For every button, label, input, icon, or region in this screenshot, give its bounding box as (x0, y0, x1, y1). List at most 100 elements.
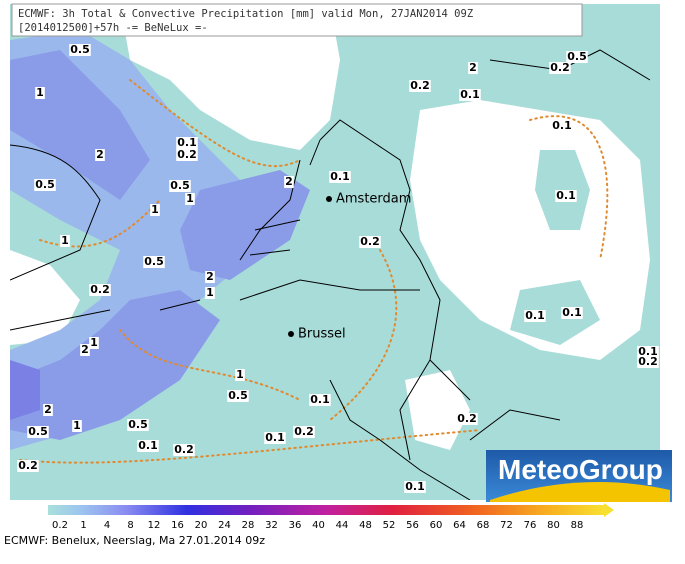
contour-label-bg (359, 236, 381, 248)
colorbar-label: 44 (336, 520, 349, 531)
contour-label: 0.2 (638, 355, 658, 368)
contour-label-bg (143, 256, 165, 268)
contour-label-bg (205, 271, 215, 283)
contour-label: 0.2 (90, 283, 110, 296)
contour-label-bg (43, 404, 53, 416)
contour-label: 2 (81, 343, 89, 356)
colorbar-label: 28 (242, 520, 255, 531)
contour-label-bg (34, 179, 56, 191)
colorbar-label: 52 (383, 520, 396, 531)
contour-label-bg (27, 426, 49, 438)
city-label: Brussel (298, 327, 346, 342)
contour-label-bg (561, 307, 583, 319)
contour-label-bg (637, 356, 659, 368)
contour-label: 0.1 (556, 189, 576, 202)
contour-label-bg (173, 444, 195, 456)
colorbar-label: 8 (127, 520, 133, 531)
contour-label: 0.1 (460, 88, 480, 101)
colorbar-label: 80 (547, 520, 560, 531)
colorbar-label: 76 (524, 520, 537, 531)
contour-label: 0.5 (70, 43, 90, 56)
contour-label: 0.2 (294, 425, 314, 438)
contour-label-bg (169, 180, 191, 192)
colorbar-label: 48 (359, 520, 372, 531)
contour-label: 2 (206, 270, 214, 283)
contour-label-bg (176, 149, 198, 161)
contour-label: 0.5 (28, 425, 48, 438)
contour-label: 0.2 (18, 459, 38, 472)
colorbar-labels: 0.2 1 4 8 12 16 20 24 28 32 36 40 44 48 52 56 60 64 68 72 76… (52, 520, 583, 531)
contour-label-bg (566, 51, 588, 63)
colorbar-label: 56 (406, 520, 419, 531)
contour-label: 0.2 (174, 443, 194, 456)
header-subtitle: [2014012500]+57h -= BeNeLux =- (18, 22, 208, 34)
contour-label-bg (72, 420, 82, 432)
contour-label: 1 (151, 203, 159, 216)
contour-label-bg (309, 394, 331, 406)
header-box (11, 3, 583, 37)
contour-label: 1 (61, 234, 69, 247)
colorbar-label: 88 (571, 520, 584, 531)
colorbar-label: 40 (312, 520, 325, 531)
contour-label: 0.1 (310, 393, 330, 406)
colorbar-label: 1 (80, 520, 86, 531)
logo: MeteoGroup (486, 450, 672, 502)
colorbar-label: 20 (195, 520, 208, 531)
colorbar-label: 68 (477, 520, 490, 531)
contour-label: 0.1 (552, 119, 572, 132)
colorbar-label: 72 (500, 520, 513, 531)
colorbar-label: 60 (430, 520, 443, 531)
contour-label-bg (264, 432, 286, 444)
contour-label: 2 (285, 175, 293, 188)
contour-label-bg (549, 62, 571, 74)
contour-label: 1 (236, 368, 244, 381)
contour-label-bg (524, 310, 546, 322)
contour-label-bg (89, 284, 111, 296)
contour-label-bg (150, 204, 160, 216)
colorbar (48, 505, 604, 515)
contour-label: 1 (36, 86, 44, 99)
contour-label: 0.5 (567, 50, 587, 63)
colorbar-label: 24 (218, 520, 231, 531)
colorbar-label: 36 (289, 520, 302, 531)
contour-label-bg (329, 171, 351, 183)
contour-label-bg (205, 287, 215, 299)
contour-label-bg (137, 440, 159, 452)
contour-label-bg (555, 190, 577, 202)
contour-label-bg (60, 235, 70, 247)
contour-label-bg (227, 390, 249, 402)
contour-label: 0.2 (457, 412, 477, 425)
contour-label: 1 (206, 286, 214, 299)
contour-label: 0.1 (525, 309, 545, 322)
logo-text: MeteoGroup (498, 454, 663, 485)
contour-label: 0.5 (35, 178, 55, 191)
contour-label: 0.1 (177, 136, 197, 149)
contour-label: 0.1 (562, 306, 582, 319)
contour-label: 0.2 (360, 235, 380, 248)
contour-label-bg (235, 369, 245, 381)
colorbar-arrow (604, 503, 614, 517)
contour-label-bg (127, 419, 149, 431)
contour-label: 1 (186, 192, 194, 205)
contour-label-bg (89, 337, 99, 349)
city-label: Amsterdam (336, 192, 411, 207)
contour-label-bg (69, 44, 91, 56)
contour-label: 0.2 (177, 148, 197, 161)
contour-label-bg (459, 89, 481, 101)
contour-label-bg (176, 137, 198, 149)
contour-label-bg (284, 176, 294, 188)
contour-label: 0.2 (410, 79, 430, 92)
contour-label: 2 (96, 148, 104, 161)
colorbar-label: 16 (171, 520, 184, 531)
contour-label: 0.1 (638, 345, 658, 358)
contour-label: 0.1 (330, 170, 350, 183)
contour-label: 0.5 (144, 255, 164, 268)
colorbar-label: 12 (148, 520, 161, 531)
colorbar-label: 64 (453, 520, 466, 531)
colorbar-label: 0.2 (52, 520, 68, 531)
contour-label-bg (293, 426, 315, 438)
contour-label: 0.5 (228, 389, 248, 402)
contour-label: 0.2 (550, 61, 570, 74)
contour-label: 1 (90, 336, 98, 349)
footer: ECMWF: Benelux, Neerslag, Ma 27.01.2014 … (4, 534, 265, 547)
